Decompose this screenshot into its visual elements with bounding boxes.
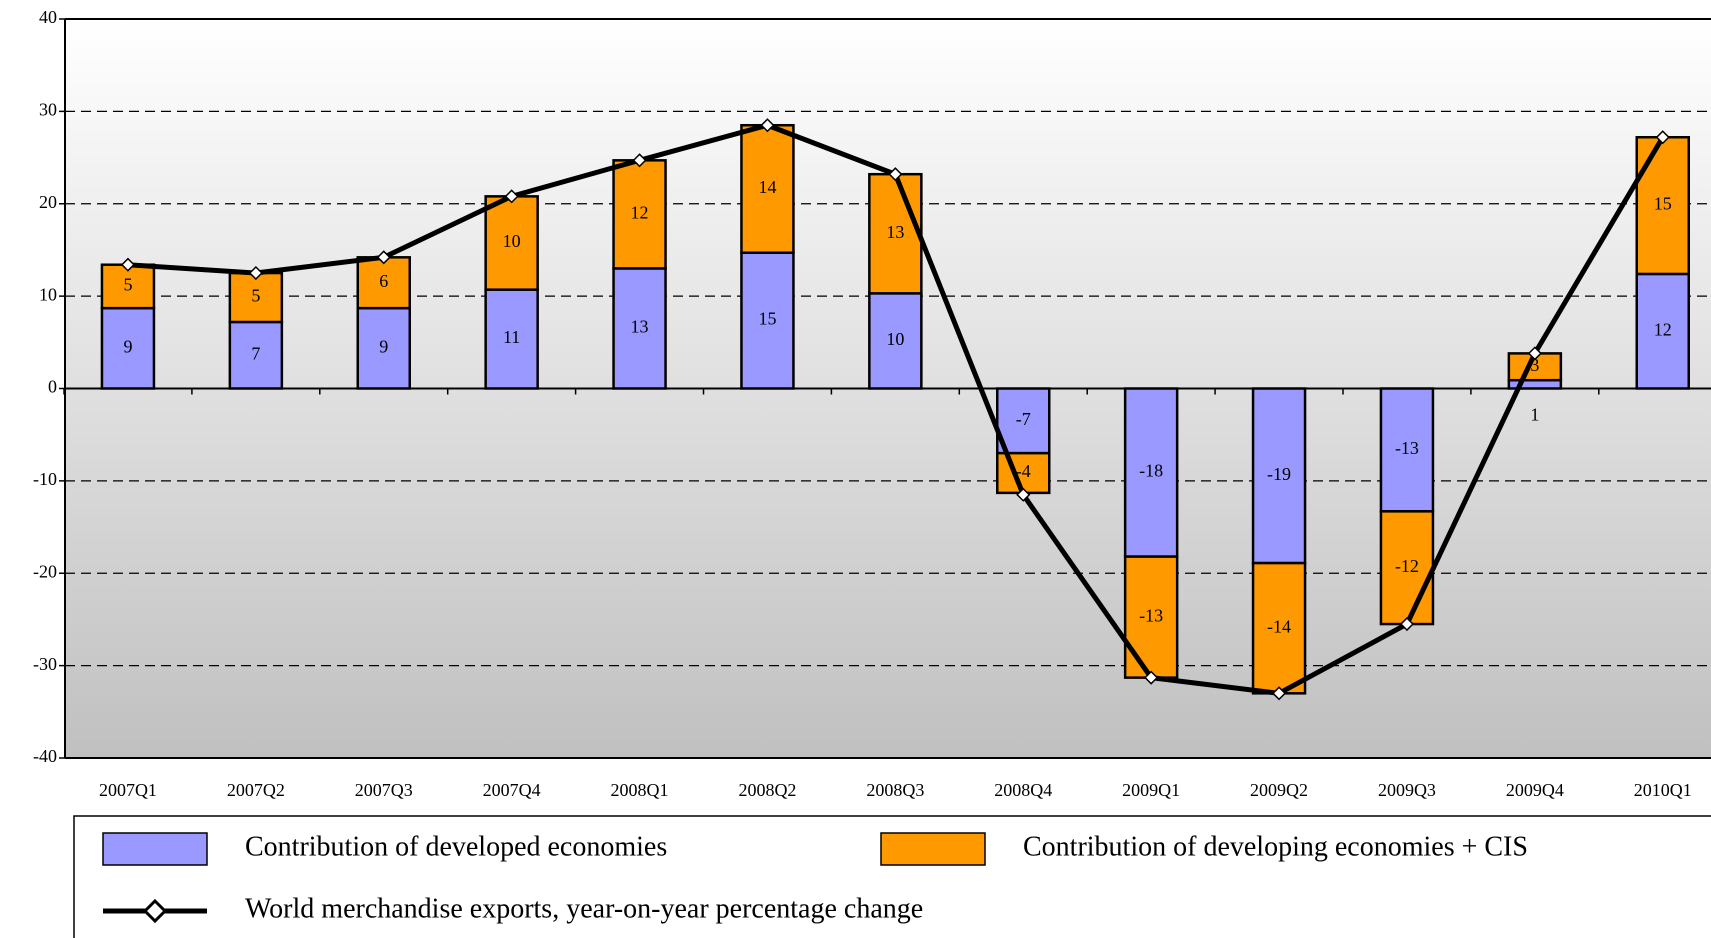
legend-swatch — [880, 832, 986, 866]
data-label: 1 — [1530, 405, 1539, 425]
data-label: 11 — [503, 327, 520, 347]
marker — [1016, 487, 1031, 502]
data-label: 5 — [251, 286, 260, 306]
marker — [1527, 346, 1542, 361]
marker — [632, 153, 647, 168]
bar — [868, 172, 923, 295]
legend-label: Contribution of developing economies + C… — [1023, 831, 1528, 862]
bar — [484, 288, 539, 390]
y-tick-label: -40 — [33, 746, 57, 766]
marker — [760, 118, 775, 133]
legend-label: World merchandise exports, year-on-year … — [245, 893, 923, 924]
bar — [356, 306, 411, 390]
data-label: -13 — [1395, 438, 1419, 458]
data-label: 6 — [379, 271, 388, 291]
data-label: -13 — [1139, 605, 1163, 625]
bar — [1379, 387, 1435, 513]
y-tick-label: 30 — [39, 100, 57, 120]
x-tick-label: 2007Q1 — [99, 780, 157, 800]
data-label: 10 — [886, 329, 904, 349]
marker — [1144, 670, 1159, 685]
legend-label: Contribution of developed economies — [245, 831, 667, 862]
bar — [1635, 135, 1690, 276]
data-label: 14 — [758, 177, 776, 197]
data-label: 3 — [1530, 355, 1539, 375]
x-tick-label: 2008Q1 — [611, 780, 669, 800]
x-tick-label: 2007Q4 — [483, 780, 541, 800]
bar — [356, 256, 411, 310]
bar — [996, 451, 1051, 495]
bar — [612, 159, 667, 270]
bar — [484, 195, 539, 291]
data-label: -14 — [1267, 616, 1291, 636]
data-label: 10 — [503, 231, 521, 251]
y-tick-label: -20 — [33, 561, 57, 581]
y-tick-label: 0 — [48, 377, 57, 397]
y-tick-label: 10 — [39, 284, 57, 304]
bar — [740, 123, 795, 254]
x-tick-label: 2009Q3 — [1378, 780, 1436, 800]
data-label: 15 — [1654, 194, 1672, 214]
marker — [248, 265, 263, 281]
y-tick-label: -30 — [33, 654, 57, 674]
marker — [1655, 130, 1670, 145]
data-label: 5 — [123, 275, 132, 295]
marker — [120, 257, 136, 272]
bar — [1123, 555, 1179, 679]
marker — [504, 189, 519, 204]
marker — [376, 250, 391, 265]
x-tick-label: 2008Q4 — [994, 780, 1052, 800]
y-tick-label: 20 — [39, 192, 57, 212]
bar — [228, 271, 284, 324]
bar — [228, 320, 284, 390]
data-label: 13 — [886, 222, 904, 242]
x-tick-label: 2008Q2 — [738, 780, 796, 800]
data-label: 12 — [631, 202, 649, 222]
data-label: -7 — [1016, 409, 1031, 429]
legend-swatch — [102, 832, 208, 866]
y-tick-label: -10 — [33, 469, 57, 489]
data-label: 7 — [251, 343, 260, 363]
data-label: 13 — [631, 317, 649, 337]
data-label: -19 — [1267, 464, 1291, 484]
marker — [1271, 686, 1287, 701]
data-label: 9 — [123, 336, 132, 356]
x-tick-label: 2009Q2 — [1250, 780, 1308, 800]
data-label: -4 — [1016, 461, 1031, 481]
x-tick-label: 2009Q1 — [1122, 780, 1180, 800]
legend-marker — [142, 898, 168, 924]
data-label: 15 — [758, 309, 776, 329]
data-label: -12 — [1395, 556, 1419, 576]
data-label: 9 — [379, 336, 388, 356]
marker — [1399, 616, 1415, 632]
x-tick-label: 2010Q1 — [1634, 780, 1692, 800]
x-tick-label: 2009Q4 — [1506, 780, 1564, 800]
y-tick-label: 40 — [39, 7, 57, 27]
marker — [888, 167, 903, 182]
data-label: -18 — [1139, 461, 1163, 481]
bar — [996, 387, 1051, 455]
bar — [1635, 272, 1690, 390]
x-tick-label: 2007Q3 — [355, 780, 413, 800]
x-tick-label: 2007Q2 — [227, 780, 285, 800]
x-tick-label: 2008Q3 — [866, 780, 924, 800]
bar — [1123, 387, 1179, 558]
data-label: 12 — [1654, 319, 1672, 339]
